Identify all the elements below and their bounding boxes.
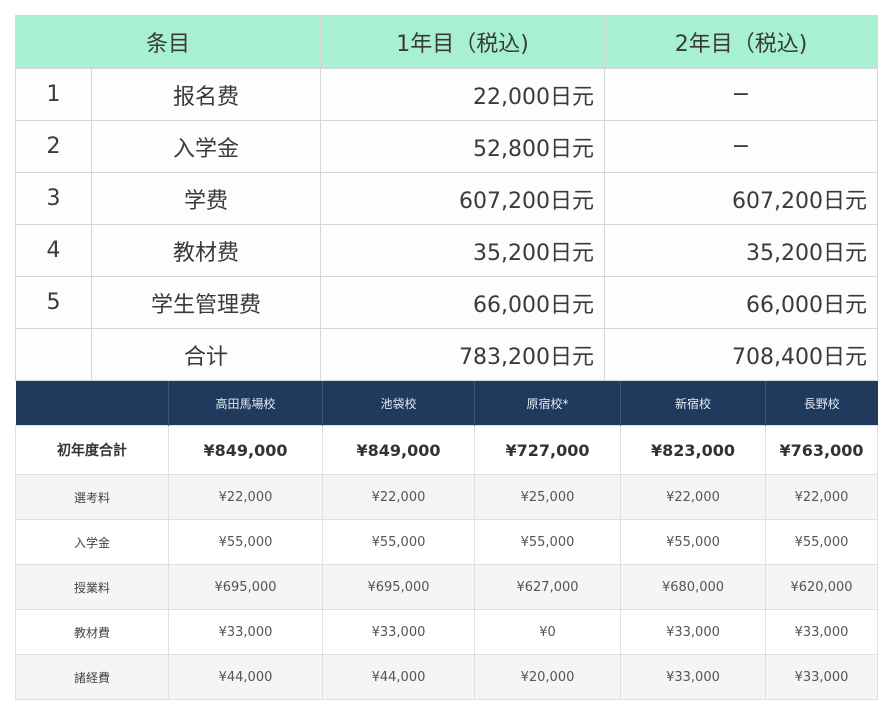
cell-value: ¥33,000: [322, 609, 475, 655]
cell-value: ¥44,000: [168, 654, 323, 700]
header-year2: 2年目（税込): [604, 15, 879, 69]
row-year1: 607,200日元: [320, 172, 606, 225]
row-label: 選考料: [15, 474, 169, 520]
row-number: [15, 328, 92, 381]
table-row: 4 教材费 35,200日元 35,200日元: [15, 224, 879, 277]
row-item: 报名费: [90, 68, 322, 121]
row-number: 3: [15, 172, 92, 225]
campus-header-row: 高田馬場校 池袋校 原宿校* 新宿校 長野校: [15, 381, 878, 426]
header-item: 条目: [14, 15, 322, 69]
table-row: 入学金 ¥55,000 ¥55,000 ¥55,000 ¥55,000 ¥55,…: [15, 519, 878, 565]
row-item: 合计: [90, 328, 322, 381]
cell-value: ¥33,000: [765, 609, 878, 655]
row-item: 学生管理费: [90, 276, 322, 329]
row-item: 学费: [90, 172, 322, 225]
header-campus: 原宿校*: [474, 381, 621, 426]
row-number: 1: [15, 68, 92, 121]
row-label: 諸経費: [15, 654, 169, 700]
cell-value: ¥763,000: [765, 425, 878, 475]
cell-value: ¥33,000: [765, 654, 878, 700]
table-row: 諸経費 ¥44,000 ¥44,000 ¥20,000 ¥33,000 ¥33,…: [15, 654, 878, 700]
table-row: 教材費 ¥33,000 ¥33,000 ¥0 ¥33,000 ¥33,000: [15, 609, 878, 655]
row-item: 入学金: [90, 120, 322, 173]
header-campus: 池袋校: [322, 381, 475, 426]
cell-value: ¥55,000: [168, 519, 323, 565]
cell-value: ¥627,000: [474, 564, 621, 610]
first-year-total-row: 初年度合計 ¥849,000 ¥849,000 ¥727,000 ¥823,00…: [15, 425, 878, 475]
cell-value: ¥55,000: [620, 519, 766, 565]
row-year2: −: [604, 68, 879, 121]
cell-value: ¥22,000: [620, 474, 766, 520]
cell-value: ¥55,000: [322, 519, 475, 565]
cell-value: ¥849,000: [322, 425, 475, 475]
header-campus: 長野校: [765, 381, 878, 426]
row-year2: 607,200日元: [604, 172, 879, 225]
table-total-row: 合计 783,200日元 708,400日元: [15, 328, 879, 381]
cell-value: ¥680,000: [620, 564, 766, 610]
cell-value: ¥22,000: [322, 474, 475, 520]
cell-value: ¥44,000: [322, 654, 475, 700]
header-year1: 1年目（税込): [320, 15, 606, 69]
cell-value: ¥55,000: [474, 519, 621, 565]
cell-value: ¥620,000: [765, 564, 878, 610]
table-row: 2 入学金 52,800日元 −: [15, 120, 879, 173]
cell-value: ¥25,000: [474, 474, 621, 520]
table-row: 選考料 ¥22,000 ¥22,000 ¥25,000 ¥22,000 ¥22,…: [15, 474, 878, 520]
table-row: 授業料 ¥695,000 ¥695,000 ¥627,000 ¥680,000 …: [15, 564, 878, 610]
row-label: 入学金: [15, 519, 169, 565]
cell-value: ¥727,000: [474, 425, 621, 475]
row-year2: 35,200日元: [604, 224, 879, 277]
row-number: 4: [15, 224, 92, 277]
cell-value: ¥55,000: [765, 519, 878, 565]
row-label: 初年度合計: [15, 425, 169, 475]
tuition-table-japanese: 高田馬場校 池袋校 原宿校* 新宿校 長野校 初年度合計 ¥849,000 ¥8…: [15, 381, 878, 700]
cell-value: ¥33,000: [168, 609, 323, 655]
tuition-table-chinese: 条目 1年目（税込) 2年目（税込) 1 报名费 22,000日元 − 2 入学…: [14, 15, 879, 381]
cell-value: ¥33,000: [620, 654, 766, 700]
cell-value: ¥33,000: [620, 609, 766, 655]
row-year1: 66,000日元: [320, 276, 606, 329]
row-label: 授業料: [15, 564, 169, 610]
cell-value: ¥849,000: [168, 425, 323, 475]
row-label: 教材費: [15, 609, 169, 655]
header-campus: 新宿校: [620, 381, 766, 426]
table-row: 1 报名费 22,000日元 −: [15, 68, 879, 121]
header-campus: 高田馬場校: [168, 381, 323, 426]
table-row: 5 学生管理费 66,000日元 66,000日元: [15, 276, 879, 329]
table-header-row: 条目 1年目（税込) 2年目（税込): [14, 15, 879, 69]
row-year2: 708,400日元: [604, 328, 879, 381]
cell-value: ¥823,000: [620, 425, 766, 475]
cell-value: ¥22,000: [765, 474, 878, 520]
cell-value: ¥22,000: [168, 474, 323, 520]
row-year1: 783,200日元: [320, 328, 606, 381]
cell-value: ¥20,000: [474, 654, 621, 700]
row-item: 教材费: [90, 224, 322, 277]
cell-value: ¥0: [474, 609, 621, 655]
row-year1: 35,200日元: [320, 224, 606, 277]
row-year1: 22,000日元: [320, 68, 606, 121]
table-row: 3 学费 607,200日元 607,200日元: [15, 172, 879, 225]
cell-value: ¥695,000: [168, 564, 323, 610]
row-year2: 66,000日元: [604, 276, 879, 329]
row-year1: 52,800日元: [320, 120, 606, 173]
header-blank: [15, 381, 169, 426]
row-year2: −: [604, 120, 879, 173]
row-number: 2: [15, 120, 92, 173]
row-number: 5: [15, 276, 92, 329]
cell-value: ¥695,000: [322, 564, 475, 610]
